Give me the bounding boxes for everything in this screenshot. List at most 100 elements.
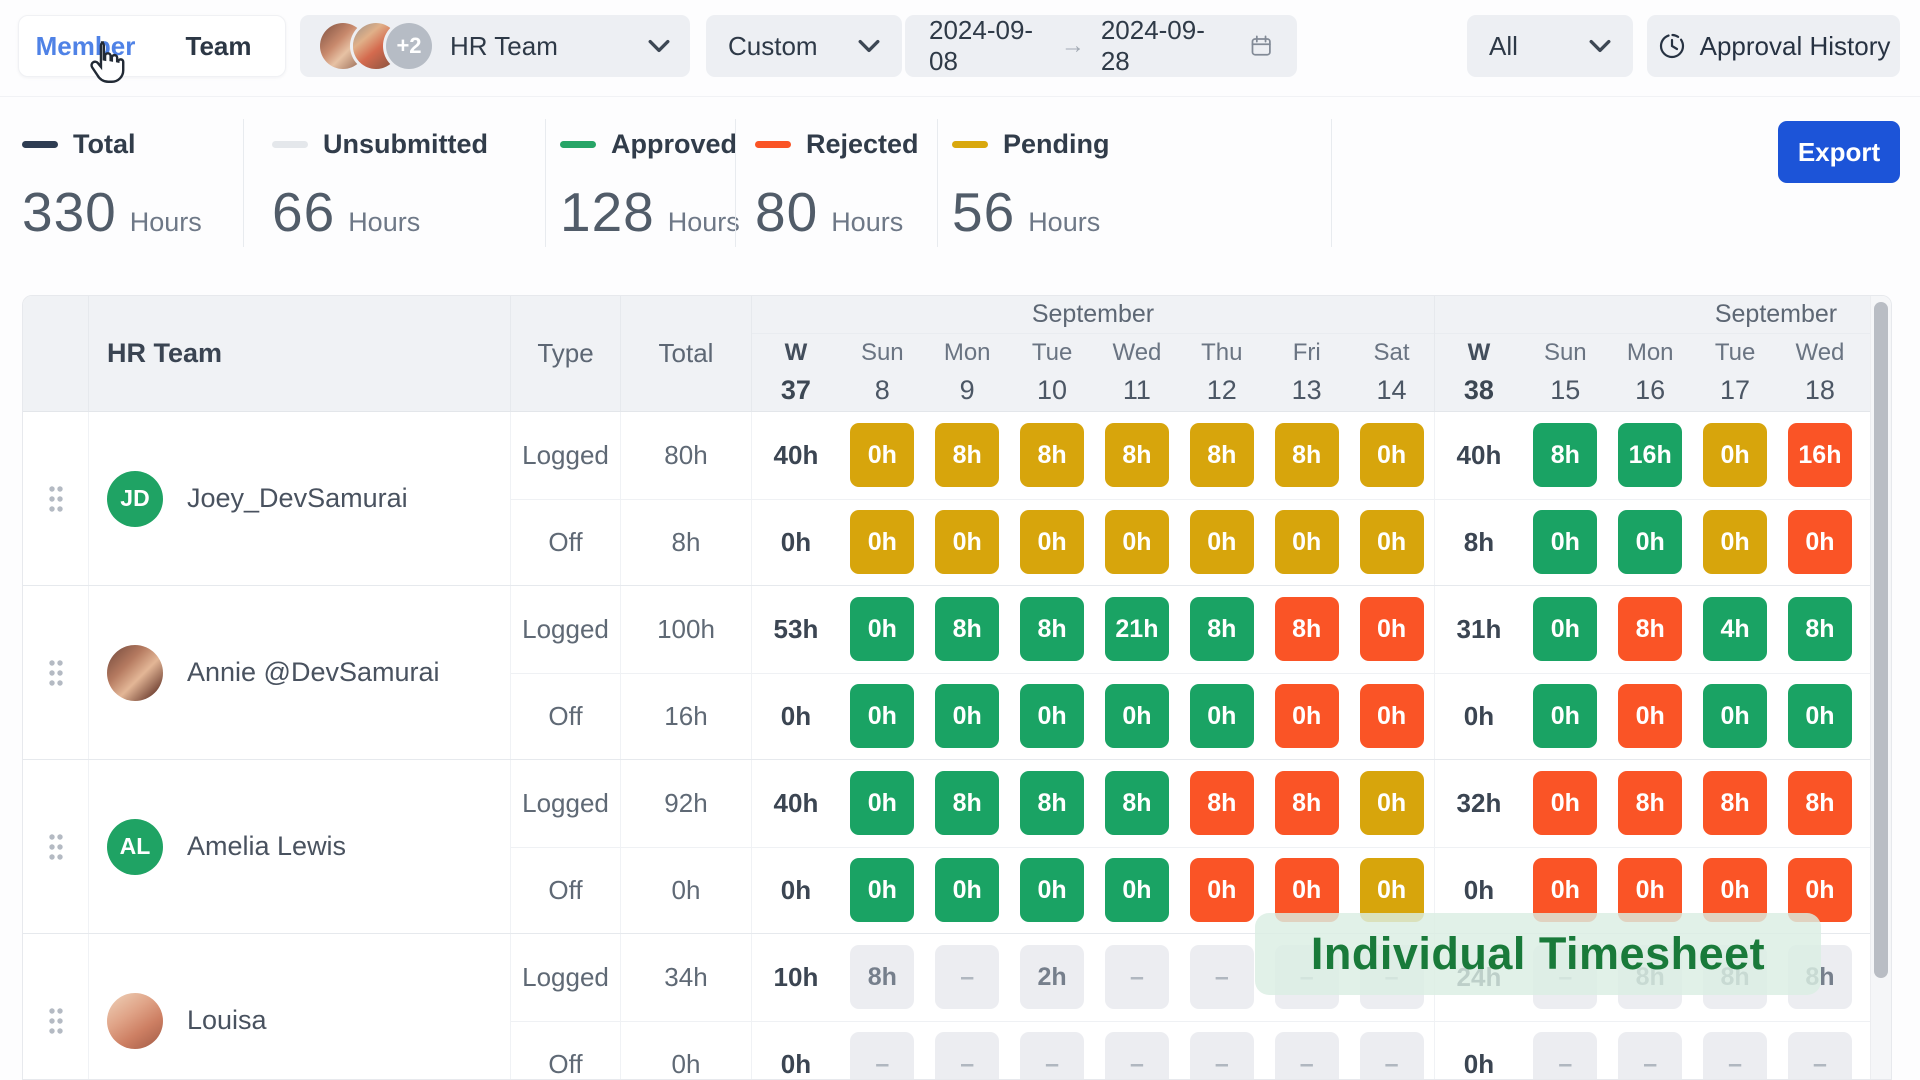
- timesheet-cell[interactable]: 2h: [1020, 945, 1085, 1010]
- timesheet-cell[interactable]: 0h: [1020, 858, 1085, 923]
- timesheet-cell[interactable]: 0h: [850, 423, 915, 488]
- timesheet-cell[interactable]: 0h: [1274, 684, 1339, 749]
- drag-handle[interactable]: [23, 412, 89, 585]
- timesheet-cell[interactable]: 0h: [1359, 597, 1424, 662]
- timesheet-cell[interactable]: 8h: [1618, 597, 1683, 662]
- timesheet-cell[interactable]: 8h: [1274, 771, 1339, 836]
- timesheet-cell[interactable]: 0h: [850, 684, 915, 749]
- timesheet-cell[interactable]: 0h: [1787, 858, 1852, 923]
- timesheet-cell[interactable]: 0h: [1533, 597, 1598, 662]
- timesheet-cell[interactable]: –: [1787, 1032, 1852, 1079]
- timesheet-cell[interactable]: 8h: [1274, 423, 1339, 488]
- timesheet-cell[interactable]: 0h: [1533, 858, 1598, 923]
- row-total: 34h: [664, 961, 708, 992]
- timesheet-cell[interactable]: 0h: [935, 684, 1000, 749]
- timesheet-cell[interactable]: 0h: [1618, 684, 1683, 749]
- timesheet-cell[interactable]: 0h: [1359, 858, 1424, 923]
- timesheet-cell[interactable]: 0h: [1618, 510, 1683, 575]
- timesheet-cell[interactable]: 8h: [935, 423, 1000, 488]
- timesheet-cell[interactable]: 0h: [1104, 858, 1169, 923]
- timesheet-cell[interactable]: 8h: [1533, 423, 1598, 488]
- timesheet-cell[interactable]: –: [1274, 1032, 1339, 1079]
- timesheet-cell[interactable]: –: [1189, 1032, 1254, 1079]
- timesheet-cell[interactable]: 16h: [1787, 423, 1852, 488]
- timesheet-cell[interactable]: –: [1020, 1032, 1085, 1079]
- timesheet-cell[interactable]: –: [850, 1032, 915, 1079]
- timesheet-cell[interactable]: 8h: [1274, 597, 1339, 662]
- timesheet-cell[interactable]: –: [1618, 1032, 1683, 1079]
- timesheet-cell[interactable]: 8h: [1104, 771, 1169, 836]
- timesheet-cell[interactable]: 0h: [850, 597, 915, 662]
- approval-history-button[interactable]: Approval History: [1647, 15, 1900, 77]
- timesheet-cell[interactable]: 8h: [1104, 423, 1169, 488]
- timesheet-cell[interactable]: –: [1104, 945, 1169, 1010]
- timesheet-cell[interactable]: 8h: [1703, 771, 1768, 836]
- timesheet-cell[interactable]: 8h: [1020, 597, 1085, 662]
- timesheet-cell[interactable]: –: [1104, 1032, 1169, 1079]
- timesheet-cell[interactable]: 0h: [1104, 684, 1169, 749]
- timesheet-cell[interactable]: 8h: [1618, 771, 1683, 836]
- timesheet-cell[interactable]: 8h: [1189, 423, 1254, 488]
- timesheet-cell[interactable]: 0h: [1020, 510, 1085, 575]
- timesheet-cell[interactable]: 0h: [850, 510, 915, 575]
- timesheet-cell[interactable]: 0h: [1618, 858, 1683, 923]
- timesheet-cell[interactable]: –: [1189, 945, 1254, 1010]
- timesheet-cell[interactable]: –: [935, 945, 1000, 1010]
- timesheet-cell[interactable]: 0h: [1787, 684, 1852, 749]
- timesheet-cell[interactable]: 0h: [1533, 510, 1598, 575]
- drag-handle[interactable]: [23, 760, 89, 933]
- timesheet-cell[interactable]: 0h: [1787, 510, 1852, 575]
- member-row: JD Joey_DevSamurai Logged 80h 40h 0h 8h 8h 8h 8h 8…: [23, 412, 1871, 586]
- timesheet-cell[interactable]: 4h: [1703, 597, 1768, 662]
- drag-handle[interactable]: [23, 586, 89, 759]
- tab-member[interactable]: Member: [35, 30, 136, 61]
- timesheet-cell[interactable]: 0h: [935, 510, 1000, 575]
- timesheet-cell[interactable]: 0h: [850, 858, 915, 923]
- day-date: 11: [1122, 375, 1151, 405]
- chevron-down-icon: [1589, 39, 1611, 53]
- timesheet-cell[interactable]: 0h: [935, 858, 1000, 923]
- timesheet-cell[interactable]: 16h: [1618, 423, 1683, 488]
- scope-filter-dropdown[interactable]: All: [1467, 15, 1633, 77]
- tab-team[interactable]: Team: [185, 30, 252, 61]
- export-button[interactable]: Export: [1778, 121, 1900, 183]
- timesheet-cell[interactable]: 0h: [1533, 771, 1598, 836]
- timesheet-cell[interactable]: 0h: [1104, 510, 1169, 575]
- timesheet-cell[interactable]: 0h: [1189, 684, 1254, 749]
- timesheet-cell[interactable]: 0h: [1189, 858, 1254, 923]
- timesheet-cell[interactable]: 0h: [1359, 510, 1424, 575]
- timesheet-cell[interactable]: 8h: [1189, 771, 1254, 836]
- timesheet-cell[interactable]: 0h: [1274, 858, 1339, 923]
- timesheet-cell[interactable]: 0h: [1274, 510, 1339, 575]
- timesheet-cell[interactable]: 0h: [1189, 510, 1254, 575]
- timesheet-cell[interactable]: 0h: [1020, 684, 1085, 749]
- timesheet-cell[interactable]: 8h: [850, 945, 915, 1010]
- team-selector-dropdown[interactable]: +2 HR Team: [300, 15, 690, 77]
- timesheet-cell[interactable]: 0h: [1359, 423, 1424, 488]
- timesheet-cell[interactable]: 0h: [1703, 510, 1768, 575]
- timesheet-cell[interactable]: 8h: [935, 597, 1000, 662]
- scrollbar-thumb[interactable]: [1874, 302, 1888, 978]
- timesheet-cell[interactable]: –: [1359, 1032, 1424, 1079]
- timesheet-cell[interactable]: –: [1703, 1032, 1768, 1079]
- timesheet-cell[interactable]: 0h: [1359, 771, 1424, 836]
- timesheet-cell[interactable]: 0h: [1703, 684, 1768, 749]
- timesheet-cell[interactable]: 8h: [1787, 771, 1852, 836]
- timesheet-cell[interactable]: –: [935, 1032, 1000, 1079]
- timesheet-cell[interactable]: –: [1533, 1032, 1598, 1079]
- drag-handle[interactable]: [23, 934, 89, 1079]
- range-preset-dropdown[interactable]: Custom: [706, 15, 902, 77]
- timesheet-cell[interactable]: 8h: [1787, 597, 1852, 662]
- timesheet-cell[interactable]: 0h: [1533, 684, 1598, 749]
- timesheet-cell[interactable]: 0h: [1359, 684, 1424, 749]
- timesheet-cell[interactable]: 0h: [1703, 423, 1768, 488]
- timesheet-cell[interactable]: 8h: [1020, 771, 1085, 836]
- timesheet-cell[interactable]: 0h: [850, 771, 915, 836]
- timesheet-cell[interactable]: 8h: [1020, 423, 1085, 488]
- timesheet-cell[interactable]: 8h: [935, 771, 1000, 836]
- date-range-picker[interactable]: 2024-09-08 → 2024-09-28: [905, 15, 1297, 77]
- timesheet-cell[interactable]: 21h: [1104, 597, 1169, 662]
- timesheet-cell[interactable]: 8h: [1189, 597, 1254, 662]
- member-cell: Annie @DevSamurai: [89, 586, 511, 759]
- timesheet-cell[interactable]: 0h: [1703, 858, 1768, 923]
